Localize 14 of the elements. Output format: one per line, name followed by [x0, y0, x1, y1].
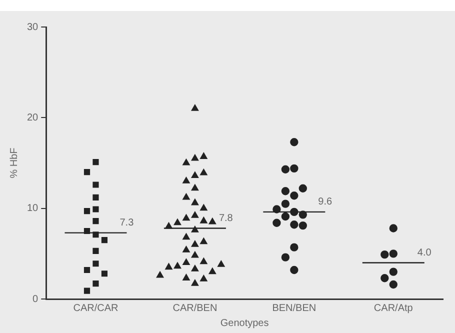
text: 7.3	[120, 218, 134, 229]
text: 7.8	[218, 213, 233, 224]
x-axis-title: Genotypes	[220, 318, 269, 329]
x-tick-label: BEN/BEN	[272, 302, 316, 314]
y-axis-title: % HbF	[8, 148, 20, 178]
text: 9.6	[318, 196, 332, 208]
y-tick-label: 0	[32, 294, 39, 305]
y-tick-label: 30	[27, 22, 39, 33]
y-tick-label: 20	[27, 112, 39, 124]
x-tick-label: CAR/BEN	[172, 302, 218, 314]
text: 4.0	[417, 247, 432, 258]
x-tick-label: CAR/CAR	[73, 302, 118, 314]
x-tick-label: CAR/Atp	[374, 302, 414, 314]
y-tick-label: 10	[27, 203, 39, 214]
